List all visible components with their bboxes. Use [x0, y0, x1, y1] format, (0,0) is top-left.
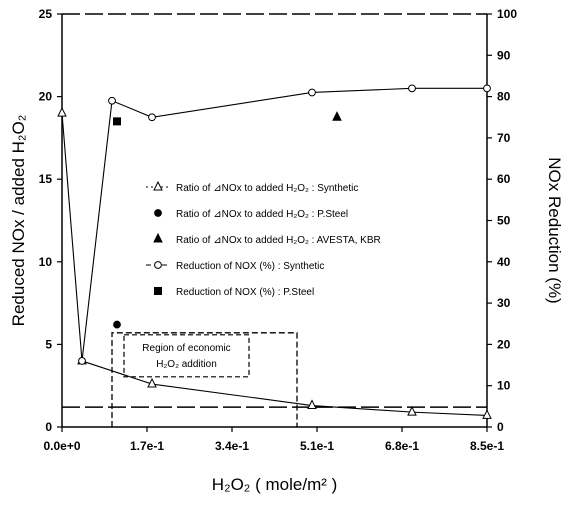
legend-label: Reduction of NOX (%) : P.Steel: [176, 287, 314, 298]
y-right-tick-label: 90: [497, 48, 511, 62]
series-point-2: [332, 111, 342, 121]
y-right-tick-label: 70: [497, 131, 511, 145]
series-point-0: [147, 377, 157, 388]
legend-label: Ratio of ⊿NOx to added H₂O₂ : AVESTA, KB…: [176, 235, 381, 246]
series-point-0: [307, 399, 317, 410]
series-point-3: [148, 113, 156, 122]
y-left-tick-label: 15: [39, 172, 53, 186]
x-tick-label: 8.5e-1: [470, 439, 504, 453]
y-right-tick-label: 30: [497, 296, 511, 310]
series-line-3: [81, 87, 487, 361]
x-tick-label: 1.7e-1: [130, 439, 164, 453]
x-tick-label: 3.4e-1: [215, 439, 249, 453]
economic-region-bracket: [111, 332, 298, 427]
legend-marker: [154, 209, 162, 217]
series-point-1: [113, 320, 121, 329]
series-point-0: [57, 107, 67, 117]
series-point-0: [482, 409, 492, 419]
legend-marker: [153, 180, 163, 191]
x-tick-label: 6.8e-1: [385, 439, 419, 453]
series-point-3: [483, 84, 491, 93]
y-left-tick-label: 5: [45, 337, 52, 351]
legend-marker: [154, 287, 162, 295]
series-point-4: [113, 117, 121, 126]
x-tick-label: 0.0e+0: [43, 439, 80, 453]
legend-marker: [153, 232, 163, 243]
series-point-3: [78, 357, 86, 365]
y-left-tick-label: 20: [39, 90, 53, 104]
y-right-tick-label: 40: [497, 255, 511, 269]
legend-label: Ratio of ⊿NOx to added H₂O₂ : P.Steel: [176, 209, 348, 220]
y-right-tick-label: 80: [497, 90, 511, 104]
series-point-3: [108, 96, 116, 105]
y-right-tick-label: 20: [497, 337, 511, 351]
economic-region-label: Region of economic: [142, 343, 230, 354]
series-line-0: [61, 113, 488, 416]
y-right-tick-label: 10: [497, 379, 511, 393]
economic-region-box: [123, 334, 250, 378]
y-right-tick-label: 100: [497, 7, 517, 21]
y-right-tick-label: 0: [497, 420, 504, 434]
y-axis-right-title: NOx Reduction (%): [545, 157, 564, 303]
series-point-3: [408, 84, 416, 93]
x-axis-title: H₂O₂ ( mole/m² ): [212, 475, 338, 494]
legend-label: Reduction of NOX (%) : Synthetic: [176, 261, 324, 272]
y-axis-left-title: Reduced NOx / added H₂O₂: [9, 115, 28, 327]
y-left-tick-label: 10: [39, 255, 53, 269]
series-point-3: [308, 88, 316, 97]
legend-label: Ratio of ⊿NOx to added H₂O₂ : Synthetic: [176, 183, 358, 194]
y-right-tick-label: 60: [497, 172, 511, 186]
economic-region-label: H₂O₂ addition: [156, 359, 217, 370]
series-point-0: [407, 406, 417, 416]
y-left-tick-label: 25: [39, 7, 53, 21]
y-right-tick-label: 50: [497, 214, 511, 228]
x-tick-label: 5.1e-1: [300, 439, 334, 453]
y-left-tick-label: 0: [45, 420, 52, 434]
legend-marker: [154, 261, 162, 269]
